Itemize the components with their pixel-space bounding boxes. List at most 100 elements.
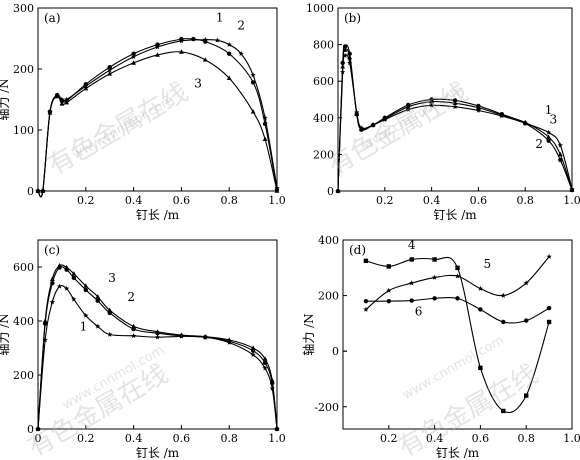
data-point-2 xyxy=(191,36,196,42)
x-tick-label: 0.2 xyxy=(376,194,394,207)
data-point-6 xyxy=(501,319,506,325)
x-tick-label: 0.2 xyxy=(380,432,398,445)
data-point-1 xyxy=(269,385,275,391)
data-point-3 xyxy=(155,52,160,57)
series-3 xyxy=(335,47,575,193)
data-point-3 xyxy=(107,307,113,312)
y-tick-label: 200 xyxy=(318,290,339,303)
data-point-3 xyxy=(274,188,280,193)
data-point-2 xyxy=(452,98,458,103)
curve-label-2: 2 xyxy=(127,290,135,304)
x-tick-label: 0.8 xyxy=(517,432,535,445)
curve-label-4: 4 xyxy=(408,238,416,252)
data-point-3 xyxy=(347,54,353,60)
series-line-3 xyxy=(37,264,278,430)
x-axis-title: 钉长 /m xyxy=(433,208,477,222)
data-point-2 xyxy=(250,80,256,85)
data-point-3 xyxy=(557,151,563,157)
data-point-2 xyxy=(107,64,112,70)
data-point-1 xyxy=(42,337,48,343)
data-point-4 xyxy=(478,365,483,371)
data-point-2 xyxy=(95,298,100,303)
data-point-1 xyxy=(56,283,63,289)
x-tick-label: 0.6 xyxy=(470,194,488,207)
x-tick-label: 0.6 xyxy=(472,432,490,445)
data-point-1 xyxy=(64,285,70,291)
x-axis-title: 钉长 /m xyxy=(136,446,180,460)
y-tick-label: 800 xyxy=(313,39,334,52)
panel-label: (c) xyxy=(44,243,60,257)
series-line-1 xyxy=(37,39,278,198)
data-point-3 xyxy=(179,49,184,54)
y-axis-title: 轴力 /N xyxy=(301,313,316,355)
series-1 xyxy=(35,283,280,432)
curve-label-3: 3 xyxy=(549,112,557,126)
data-point-1 xyxy=(262,115,268,121)
data-point-1 xyxy=(347,60,353,66)
data-point-1 xyxy=(130,333,137,339)
plot-frame xyxy=(37,239,278,430)
x-tick-label: 0.8 xyxy=(220,432,238,445)
series-line-3 xyxy=(337,48,573,192)
x-tick-label: 0.6 xyxy=(173,194,191,207)
y-tick-label: 1000 xyxy=(306,2,334,15)
data-point-2 xyxy=(83,287,89,293)
data-point-3 xyxy=(359,126,364,131)
data-point-3 xyxy=(342,47,348,52)
data-point-2 xyxy=(155,42,160,47)
plot-frame xyxy=(342,239,573,430)
data-point-3 xyxy=(382,116,388,121)
data-point-6 xyxy=(546,305,552,311)
curve-label-1: 1 xyxy=(545,103,553,117)
data-point-3 xyxy=(83,283,89,288)
data-point-3 xyxy=(71,271,77,276)
data-point-1 xyxy=(238,50,244,57)
data-point-3 xyxy=(95,294,101,299)
panel-label: (b) xyxy=(344,11,361,25)
x-tick-label: 1.0 xyxy=(563,432,580,445)
y-tick-label: 600 xyxy=(13,261,34,274)
data-point-1 xyxy=(83,312,89,318)
data-point-3 xyxy=(226,337,232,342)
series-2 xyxy=(335,44,575,194)
data-point-4 xyxy=(501,408,506,414)
data-point-3 xyxy=(131,323,136,329)
data-point-3 xyxy=(569,187,575,192)
series-line-2 xyxy=(37,38,278,198)
data-point-3 xyxy=(262,136,268,141)
curve-label-1: 1 xyxy=(216,10,224,24)
y-tick-label: 200 xyxy=(13,369,34,382)
data-point-3 xyxy=(42,318,48,323)
x-tick-label: 0.6 xyxy=(173,432,191,445)
series-1 xyxy=(35,36,280,198)
data-point-6 xyxy=(455,296,460,301)
data-point-5 xyxy=(523,280,529,286)
series-3 xyxy=(35,263,280,431)
series-6 xyxy=(363,296,552,325)
y-tick-label: 200 xyxy=(313,148,334,161)
series-5 xyxy=(363,253,552,312)
x-tick-label: 1.0 xyxy=(268,432,286,445)
data-point-2 xyxy=(546,138,551,143)
data-point-2 xyxy=(179,36,184,42)
data-point-3 xyxy=(335,188,341,193)
data-point-3 xyxy=(354,111,360,116)
data-point-3 xyxy=(64,264,70,270)
panel-b: 0.2 0.4 0.6 0.8 1.0 0 200 400 600 800 1000 (b) 钉长 /m… xyxy=(306,2,580,222)
data-point-3 xyxy=(131,60,136,65)
data-point-5 xyxy=(546,253,552,259)
data-point-3 xyxy=(269,377,275,383)
data-point-3 xyxy=(522,119,528,125)
y-tick-label: 600 xyxy=(313,75,334,88)
x-axis-title: 钉长 /m xyxy=(136,208,180,222)
data-point-5 xyxy=(363,306,369,312)
x-tick-label: 0.4 xyxy=(125,432,143,445)
data-point-1 xyxy=(428,102,435,108)
data-point-1 xyxy=(214,37,220,43)
data-point-2 xyxy=(558,157,563,163)
panel-label: (a) xyxy=(44,11,61,25)
series-4 xyxy=(363,256,552,414)
data-point-4 xyxy=(455,265,460,270)
data-point-5 xyxy=(454,273,461,279)
